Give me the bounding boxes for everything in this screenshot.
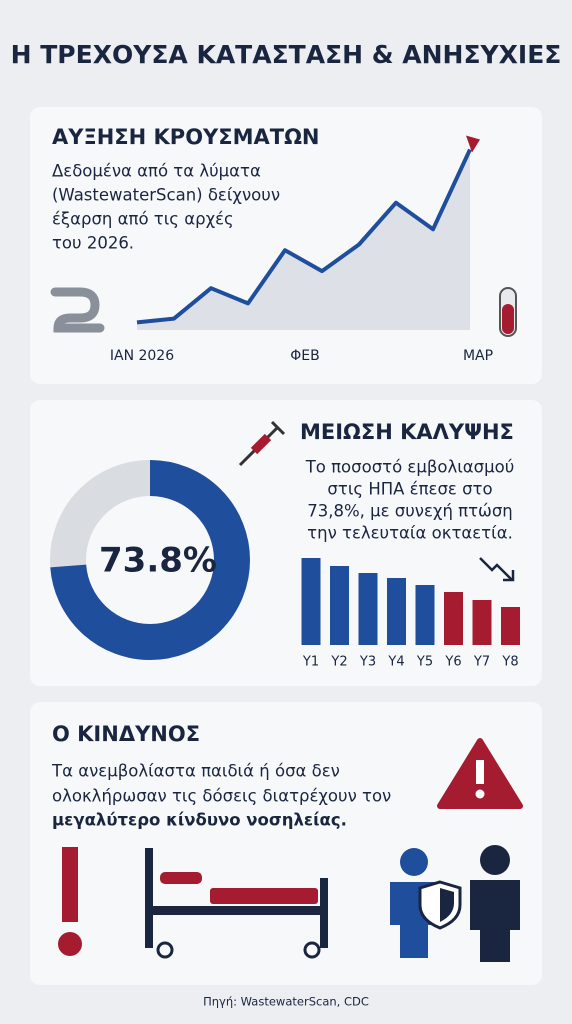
x-label: ΦΕΒ — [290, 348, 319, 364]
x-label: Y8 — [501, 655, 518, 670]
tube-icon — [499, 287, 517, 337]
body-text: στις ΗΠΑ έπεσε στο — [327, 480, 492, 499]
x-label: Y3 — [359, 655, 376, 670]
syringe-icon — [238, 420, 286, 467]
bar — [415, 585, 435, 645]
heading: ΜΕΙΩΣΗ ΚΑΛΥΨΗΣ — [300, 420, 514, 444]
bar — [472, 600, 492, 645]
body-text: Δεδομένα από τα λύματα — [52, 162, 261, 181]
line — [136, 148, 472, 325]
body-text: Τα ανεμβολίαστα παιδιά ή όσα δεν — [51, 762, 340, 781]
exclamation-icon — [58, 847, 82, 956]
warning-icon — [437, 738, 523, 809]
trend-icon — [479, 557, 515, 582]
body-text: την τελευταία οκταετία. — [307, 524, 513, 543]
bar — [301, 558, 321, 645]
body-text: έξαρση από τις αρχές — [52, 210, 234, 229]
donut-value — [50, 460, 250, 660]
area — [137, 149, 470, 330]
people-icon — [390, 845, 520, 962]
x-label: Y5 — [416, 655, 433, 670]
donut-label: 73.8% — [99, 541, 217, 581]
bar — [444, 592, 463, 645]
body-text: του 2026. — [52, 234, 134, 253]
heading: ΑΥΞΗΣΗ ΚΡΟΥΣΜΑΤΩΝ — [52, 125, 320, 149]
pipe-icon — [50, 287, 105, 333]
arrow-head — [466, 135, 480, 153]
x-label: Y7 — [473, 655, 490, 670]
x-label: Y6 — [444, 655, 461, 670]
source: Πηγή: WastewaterScan, CDC — [203, 995, 369, 1009]
x-label: Y2 — [330, 655, 347, 670]
bed-icon — [145, 848, 328, 959]
x-label: ΜΑΡ — [463, 348, 493, 364]
body-text: (WastewaterScan) δείχνουν — [52, 186, 280, 205]
x-label: Y4 — [387, 655, 404, 670]
body-text: ολοκλήρωσαν τις δόσεις διατρέχουν τον — [52, 787, 391, 806]
x-label: Y1 — [302, 655, 319, 670]
bar — [330, 566, 349, 645]
body-text: Το ποσοστό εμβολιασμού — [305, 458, 515, 477]
x-label: ΙΑΝ 2026 — [110, 348, 174, 364]
bar — [358, 573, 378, 645]
body-text: 73,8%, με συνεχή πτώση — [307, 502, 513, 521]
heading: Ο ΚΙΝΔΥΝΟΣ — [52, 722, 200, 746]
bar — [387, 578, 406, 645]
bar — [501, 607, 520, 645]
bold-text: μεγαλύτερο κίνδυνο νοσηλείας. — [52, 811, 347, 830]
page-title: Η ΤΡΕΧΟΥΣΑ ΚΑΤΑΣΤΑΣΗ & ΑΝΗΣΥΧΙΕΣ — [11, 40, 562, 69]
